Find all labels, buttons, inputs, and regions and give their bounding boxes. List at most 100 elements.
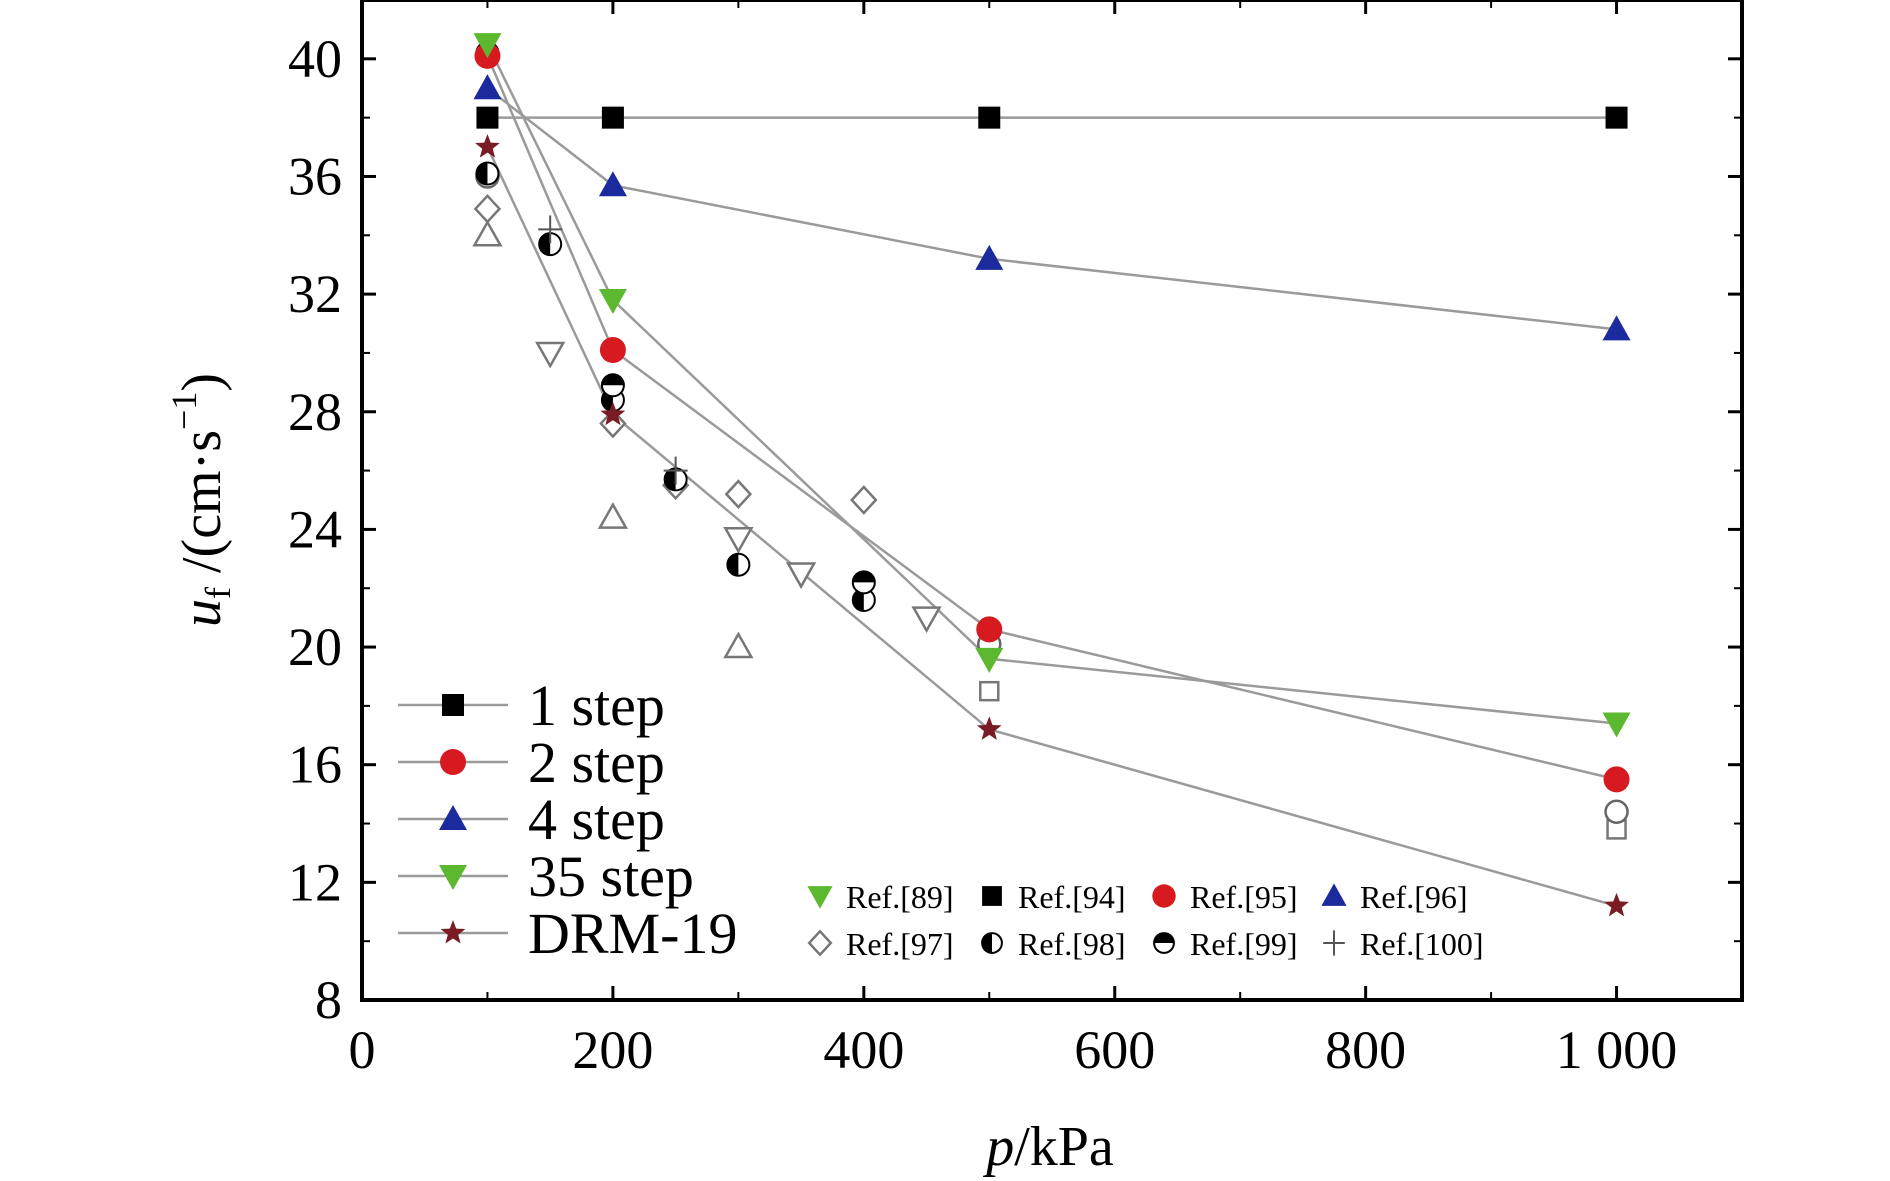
series-point-35-step [975, 647, 1004, 673]
ref-point-ref-95 [1604, 799, 1629, 825]
legend-item-2-step: 2 step [398, 730, 665, 795]
series-point-drm-19 [600, 401, 626, 426]
ref-point-ref-98 [726, 552, 751, 577]
ref-legend-label: Ref.[98] [1018, 926, 1126, 962]
ref-legend-marker [1152, 884, 1176, 908]
ref-legend-item-ref-98: Ref.[98] [981, 926, 1126, 962]
series-point-drm-19 [475, 134, 500, 158]
y-tick-label-5: 28 [288, 382, 342, 442]
legend-label: 2 step [528, 730, 665, 795]
ref-legend-marker [1321, 883, 1347, 906]
series-point-1-step [978, 106, 1001, 129]
series-point-4-step [1602, 315, 1631, 341]
series-point-2-step [976, 616, 1003, 643]
series-line-35-step [486, 43, 1617, 725]
ref-legend-item-ref-96: Ref.[96] [1321, 879, 1468, 915]
legend-marker [440, 749, 466, 775]
tick-labels: 0 200 400 600 800 1 000 8 12 16 20 24 28 32 36 40 [288, 29, 1677, 1080]
ref-point-ref-99 [851, 570, 876, 595]
ref-legend-marker [1153, 932, 1175, 954]
series-point-drm-19 [976, 716, 1002, 740]
series-point-4-step [975, 244, 1004, 270]
ref-point-ref-100 [663, 456, 688, 485]
y-axis-var: u [171, 599, 233, 627]
x-axis-unit: /kPa [1014, 1116, 1114, 1178]
ref-point-ref-97 [599, 408, 627, 439]
ref-point-ref-98 [475, 161, 500, 186]
y-tick-label-0: 8 [315, 970, 342, 1030]
ref-legend-label: Ref.[99] [1190, 926, 1298, 962]
ref-point-ref-99 [600, 373, 625, 398]
y-tick-label-2: 16 [288, 735, 342, 795]
x-tick-label-3: 600 [1074, 1020, 1155, 1080]
series-point-35-step [1602, 712, 1631, 738]
legend-label: DRM-19 [528, 901, 737, 966]
x-tick-label-5: 1 000 [1556, 1020, 1678, 1080]
y-axis-close: ) [171, 373, 233, 392]
ref-legend-marker [1323, 930, 1345, 956]
axis-ticks [360, 0, 1742, 1002]
x-axis-var: p [982, 1116, 1014, 1178]
legend-label: 35 step [528, 844, 694, 909]
y-axis-title: uf /(cm·s−1) [164, 373, 238, 627]
x-tick-label-2: 400 [823, 1020, 904, 1080]
series-point-1-step [601, 106, 624, 129]
series-line-2-step [486, 55, 1617, 781]
ref-point-ref-89 [535, 341, 566, 369]
legend-label: 1 step [528, 673, 665, 738]
ref-legend-marker [981, 932, 1003, 954]
series-point-4-step [473, 74, 502, 100]
ref-point-ref-89 [723, 526, 754, 554]
x-tick-label-1: 200 [572, 1020, 653, 1080]
y-tick-label-8: 40 [288, 29, 342, 89]
legend-marker [440, 920, 466, 944]
ref-point-ref-89 [785, 562, 817, 590]
y-axis-unit: /(cm·s [171, 430, 233, 587]
ref-legend-item-ref-99: Ref.[99] [1153, 926, 1298, 962]
series-markers [473, 33, 1631, 917]
ref-legend-item-ref-95: Ref.[95] [1152, 879, 1298, 915]
series-line-4-step [486, 87, 1617, 331]
y-tick-label-4: 24 [288, 499, 342, 559]
series-point-2-step [1603, 766, 1630, 793]
ref-point-ref-97 [724, 479, 753, 509]
y-tick-label-1: 12 [288, 852, 342, 912]
y-tick-label-3: 20 [288, 617, 342, 677]
ref-legend-item-ref-100: Ref.[100] [1323, 926, 1484, 962]
legend-label: 4 step [528, 787, 665, 852]
reference-legend: Ref.[89] Ref.[94] Ref.[95] Ref.[96] Ref.[97]… [807, 879, 1484, 962]
ref-legend-marker [982, 886, 1002, 906]
legend-item-drm-19: DRM-19 [398, 901, 737, 966]
ref-point-ref-97 [850, 485, 878, 515]
legend-item-4-step: 4 step [398, 787, 665, 852]
y-tick-label-6: 32 [288, 264, 342, 324]
ref-legend-label: Ref.[96] [1360, 879, 1468, 915]
ref-legend-marker [807, 929, 833, 957]
ref-point-ref-94 [979, 680, 1000, 702]
plot-frame [360, 0, 1744, 1002]
x-tick-label-4: 800 [1325, 1020, 1406, 1080]
ref-legend-label: Ref.[97] [846, 926, 954, 962]
series-point-35-step [598, 289, 627, 314]
ref-point-ref-96 [472, 219, 503, 247]
ref-legend-item-ref-97: Ref.[97] [807, 926, 954, 962]
ref-point-ref-100 [538, 215, 563, 244]
ref-point-ref-89 [911, 606, 942, 634]
ref-legend-label: Ref.[94] [1018, 879, 1126, 915]
series-point-2-step [599, 337, 626, 363]
series-point-drm-19 [1604, 892, 1629, 917]
series-point-1-step [1605, 106, 1628, 129]
legend-item-1-step: 1 step [398, 673, 665, 738]
ref-legend-label: Ref.[89] [846, 879, 954, 915]
y-axis-sup: −1 [164, 392, 204, 430]
ref-point-ref-98 [851, 588, 876, 612]
series-point-1-step [476, 106, 499, 129]
series-point-4-step [598, 171, 627, 197]
ref-point-ref-96 [597, 502, 629, 529]
ref-legend-label: Ref.[100] [1360, 926, 1484, 962]
ref-legend-label: Ref.[95] [1190, 879, 1298, 915]
legend-marker [439, 805, 467, 830]
legend-marker [442, 694, 464, 716]
